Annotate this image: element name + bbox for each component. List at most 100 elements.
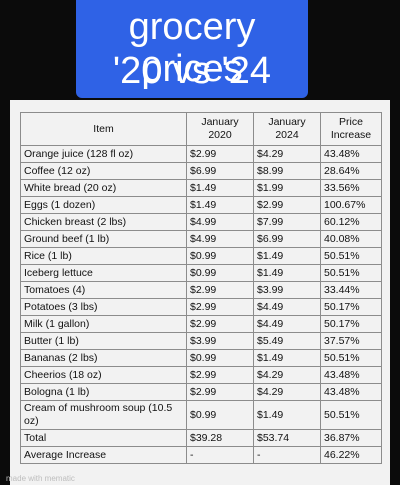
cell-price-increase: 50.51% <box>320 349 382 367</box>
cell-price-increase: 50.17% <box>320 298 382 316</box>
table-row: Coffee (12 oz) $6.99 $8.99 28.64% <box>20 162 382 180</box>
cell-price-2024: $4.29 <box>253 366 321 384</box>
cell-price-2020: $2.99 <box>186 315 254 333</box>
cell-price-2024: $4.49 <box>253 315 321 333</box>
cell-item: Chicken breast (2 lbs) <box>20 213 187 231</box>
cell-item: Milk (1 gallon) <box>20 315 187 333</box>
cell-price-2024: $1.49 <box>253 264 321 282</box>
cell-item: White bread (20 oz) <box>20 179 187 197</box>
cell-price-2020: $2.99 <box>186 383 254 401</box>
cell-price-2024: $8.99 <box>253 162 321 180</box>
cell-item: Bananas (2 lbs) <box>20 349 187 367</box>
cell-price-increase: 40.08% <box>320 230 382 248</box>
cell-item: Potatoes (3 lbs) <box>20 298 187 316</box>
cell-price-increase: 33.44% <box>320 281 382 299</box>
table-row: Tomatoes (4) $2.99 $3.99 33.44% <box>20 281 382 299</box>
cell-price-2024: $4.49 <box>253 298 321 316</box>
cell-price-2020: $39.28 <box>186 429 254 447</box>
table-row: White bread (20 oz) $1.49 $1.99 33.56% <box>20 179 382 197</box>
cell-price-2024: $5.49 <box>253 332 321 350</box>
cell-price-2020: $2.99 <box>186 281 254 299</box>
cell-price-2024: $2.99 <box>253 196 321 214</box>
cell-price-2024: $4.29 <box>253 145 321 163</box>
cell-price-increase: 50.51% <box>320 247 382 265</box>
cell-price-2024: $1.49 <box>253 349 321 367</box>
cell-price-2020: $4.99 <box>186 230 254 248</box>
table-row: Chicken breast (2 lbs) $4.99 $7.99 60.12% <box>20 213 382 231</box>
cell-item: Cheerios (18 oz) <box>20 366 187 384</box>
cell-price-increase: 50.51% <box>320 400 382 430</box>
cell-price-increase: 46.22% <box>320 446 382 464</box>
cell-price-increase: 50.17% <box>320 315 382 333</box>
table-row: Total $39.28 $53.74 36.87% <box>20 429 382 447</box>
cell-price-increase: 43.48% <box>320 383 382 401</box>
cell-item: Iceberg lettuce <box>20 264 187 282</box>
price-sheet: Item January 2020 January 2024 Price Inc… <box>10 100 390 485</box>
cell-price-2020: $1.49 <box>186 196 254 214</box>
table-row: Rice (1 lb) $0.99 $1.49 50.51% <box>20 247 382 265</box>
table-row: Cream of mushroom soup (10.5 oz) $0.99 $1.… <box>20 400 382 430</box>
cell-price-2024: $4.29 <box>253 383 321 401</box>
cell-item: Ground beef (1 lb) <box>20 230 187 248</box>
cell-price-2024: $6.99 <box>253 230 321 248</box>
cell-item: Tomatoes (4) <box>20 281 187 299</box>
cell-price-2024: $1.99 <box>253 179 321 197</box>
header-price-increase: Price Increase <box>320 112 382 146</box>
table-row: Orange juice (128 fl oz) $2.99 $4.29 43.48% <box>20 145 382 163</box>
cell-price-2024: $53.74 <box>253 429 321 447</box>
cell-item: Butter (1 lb) <box>20 332 187 350</box>
cell-price-2024: - <box>253 446 321 464</box>
cell-price-increase: 43.48% <box>320 145 382 163</box>
cell-price-2020: - <box>186 446 254 464</box>
table-row: Bologna (1 lb) $2.99 $4.29 43.48% <box>20 383 382 401</box>
watermark: made with mematic <box>6 474 75 483</box>
cell-price-2020: $2.99 <box>186 145 254 163</box>
cell-item: Average Increase <box>20 446 187 464</box>
header-item: Item <box>20 112 187 146</box>
title-banner: grocery prices '20 vs '24 <box>76 0 308 98</box>
price-table: Item January 2020 January 2024 Price Inc… <box>20 112 382 464</box>
title-line-2: '20 vs '24 <box>112 50 272 92</box>
table-row: Eggs (1 dozen) $1.49 $2.99 100.67% <box>20 196 382 214</box>
cell-price-2024: $7.99 <box>253 213 321 231</box>
table-row: Cheerios (18 oz) $2.99 $4.29 43.48% <box>20 366 382 384</box>
cell-price-increase: 60.12% <box>320 213 382 231</box>
header-january-2024: January 2024 <box>253 112 321 146</box>
cell-price-increase: 43.48% <box>320 366 382 384</box>
cell-price-increase: 36.87% <box>320 429 382 447</box>
cell-price-2024: $3.99 <box>253 281 321 299</box>
header-january-2020: January 2020 <box>186 112 254 146</box>
cell-price-2020: $0.99 <box>186 400 254 430</box>
cell-price-2020: $0.99 <box>186 349 254 367</box>
table-row: Ground beef (1 lb) $4.99 $6.99 40.08% <box>20 230 382 248</box>
cell-item: Coffee (12 oz) <box>20 162 187 180</box>
table-row: Potatoes (3 lbs) $2.99 $4.49 50.17% <box>20 298 382 316</box>
table-header-row: Item January 2020 January 2024 Price Inc… <box>20 112 382 146</box>
cell-price-increase: 33.56% <box>320 179 382 197</box>
table-row: Milk (1 gallon) $2.99 $4.49 50.17% <box>20 315 382 333</box>
cell-item: Cream of mushroom soup (10.5 oz) <box>20 400 187 430</box>
cell-price-2024: $1.49 <box>253 247 321 265</box>
cell-price-2020: $1.49 <box>186 179 254 197</box>
cell-price-2020: $2.99 <box>186 366 254 384</box>
cell-price-2020: $2.99 <box>186 298 254 316</box>
table-row: Bananas (2 lbs) $0.99 $1.49 50.51% <box>20 349 382 367</box>
cell-price-increase: 37.57% <box>320 332 382 350</box>
cell-item: Eggs (1 dozen) <box>20 196 187 214</box>
title-line-1: grocery prices <box>128 6 256 90</box>
cell-item: Total <box>20 429 187 447</box>
cell-item: Rice (1 lb) <box>20 247 187 265</box>
cell-price-2020: $3.99 <box>186 332 254 350</box>
cell-item: Orange juice (128 fl oz) <box>20 145 187 163</box>
table-row: Average Increase - -46.22% <box>20 446 382 464</box>
cell-price-increase: 50.51% <box>320 264 382 282</box>
cell-item: Bologna (1 lb) <box>20 383 187 401</box>
cell-price-2020: $6.99 <box>186 162 254 180</box>
cell-price-2020: $0.99 <box>186 247 254 265</box>
cell-price-2020: $0.99 <box>186 264 254 282</box>
table-row: Butter (1 lb) $3.99 $5.49 37.57% <box>20 332 382 350</box>
cell-price-2020: $4.99 <box>186 213 254 231</box>
cell-price-2024: $1.49 <box>253 400 321 430</box>
table-row: Iceberg lettuce $0.99 $1.49 50.51% <box>20 264 382 282</box>
cell-price-increase: 28.64% <box>320 162 382 180</box>
